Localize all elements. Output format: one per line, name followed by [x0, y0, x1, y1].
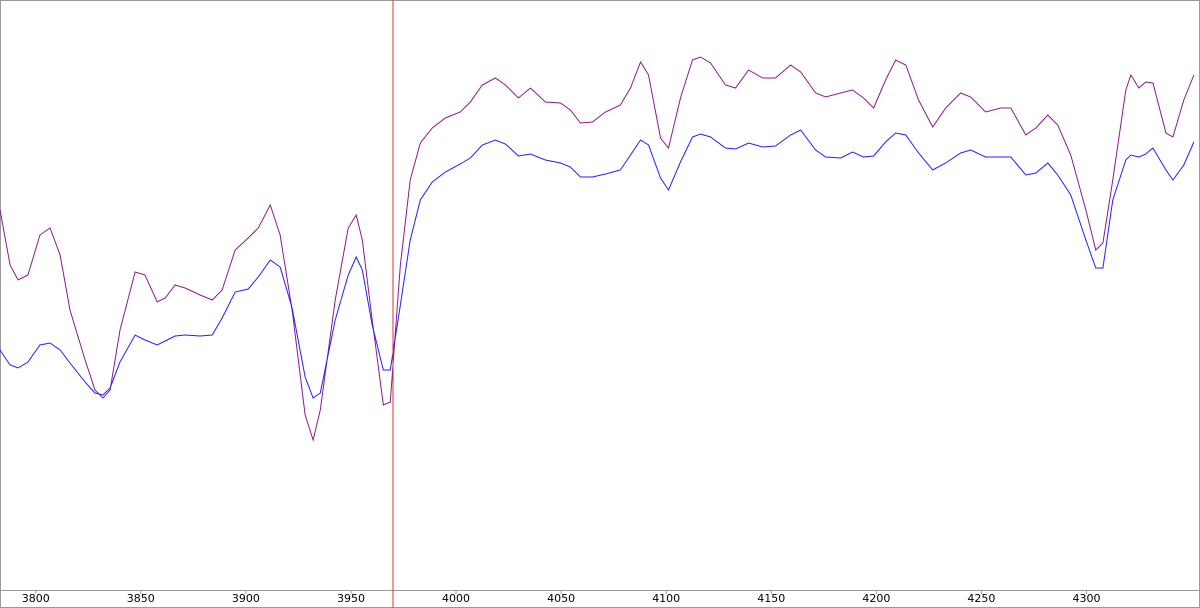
x-tick-label: 4150 — [757, 592, 785, 605]
x-tick-label: 3800 — [22, 592, 50, 605]
x-tick-label: 4300 — [1073, 592, 1101, 605]
x-tick-label: 3950 — [337, 592, 365, 605]
x-tick-label: 4200 — [862, 592, 890, 605]
x-tick-label: 4250 — [967, 592, 995, 605]
x-tick-label: 3900 — [232, 592, 260, 605]
x-tick-label: 3850 — [127, 592, 155, 605]
spectrum-line — [0, 129, 1195, 399]
x-tick-label: 4050 — [547, 592, 575, 605]
spectrum-line — [0, 56, 1195, 442]
x-tick-label: 4100 — [652, 592, 680, 605]
x-tick-label: 4000 — [442, 592, 470, 605]
